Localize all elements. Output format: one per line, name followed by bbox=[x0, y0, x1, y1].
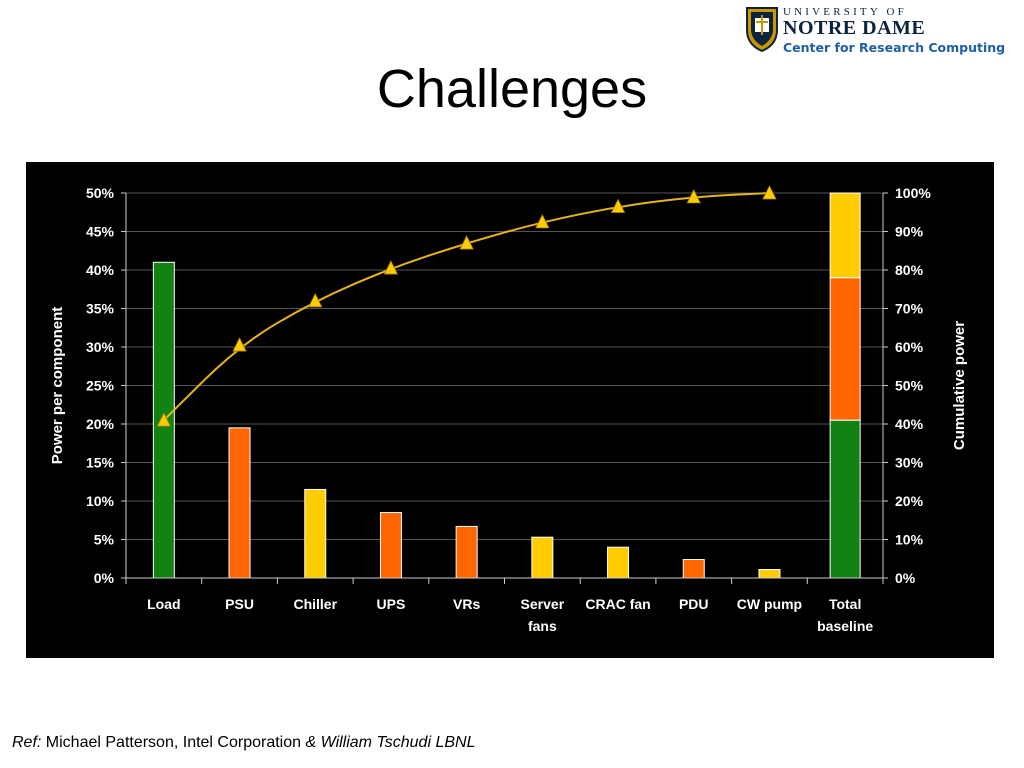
y-right-tick-label: 100% bbox=[895, 185, 931, 201]
y-left-tick-label: 5% bbox=[94, 532, 115, 548]
y-right-tick-label: 90% bbox=[895, 224, 924, 240]
logo-university-of: UNIVERSITY OF bbox=[783, 6, 907, 18]
y-right-axis-title: Cumulative power bbox=[951, 321, 968, 450]
x-tick-label: Server bbox=[521, 596, 565, 612]
ref-italic-tail: & William Tschudi LBNL bbox=[305, 734, 476, 751]
y-left-tick-label: 30% bbox=[86, 339, 115, 355]
reference-line: Ref: Michael Patterson, Intel Corporatio… bbox=[12, 734, 475, 752]
cumulative-marker bbox=[459, 235, 474, 250]
ref-text: Michael Patterson, Intel Corporation bbox=[41, 734, 306, 751]
y-right-tick-label: 0% bbox=[895, 570, 916, 586]
cumulative-marker bbox=[383, 260, 399, 275]
y-left-tick-label: 45% bbox=[86, 224, 115, 240]
x-tick-label: VRs bbox=[453, 596, 480, 612]
x-tick-label: CW pump bbox=[737, 596, 802, 612]
slide-title: Challenges bbox=[376, 59, 648, 119]
pareto-chart: 0% 5% 10% 15% 20% 25% 30% 35% 40% 45% 50% 0% 10% 20% 3… bbox=[26, 162, 994, 658]
y-right-tick-label: 80% bbox=[895, 262, 924, 278]
y-right-tick-label: 60% bbox=[895, 339, 924, 355]
cumulative-marker bbox=[232, 337, 247, 352]
y-right-tick-label: 20% bbox=[895, 493, 924, 509]
cumulative-marker bbox=[610, 198, 626, 213]
y-left-axis-title: Power per component bbox=[49, 307, 66, 465]
bar bbox=[228, 427, 251, 579]
axes: 0% 5% 10% 15% 20% 25% 30% 35% 40% 45% 50% 0% 10% 20% 3… bbox=[86, 185, 931, 634]
y-right-tick-label: 70% bbox=[895, 301, 924, 317]
notre-dame-logo: UNIVERSITY OF NOTRE DAME Center for Rese… bbox=[745, 6, 1017, 56]
y-left-tick-label: 25% bbox=[86, 378, 115, 394]
x-tick-label: Load bbox=[147, 596, 180, 612]
x-tick-label-line2: fans bbox=[528, 618, 557, 634]
shield-icon bbox=[746, 7, 778, 53]
cumulative-marker bbox=[308, 292, 323, 308]
cumulative-series bbox=[156, 185, 777, 427]
chart-panel: 0% 5% 10% 15% 20% 25% 30% 35% 40% 45% 50% 0% 10% 20% 3… bbox=[26, 162, 994, 658]
x-tick-label: Chiller bbox=[293, 596, 337, 612]
y-right-tick-label: 50% bbox=[895, 378, 924, 394]
bar bbox=[304, 488, 327, 579]
cumulative-line bbox=[163, 192, 770, 421]
x-tick-label: Total bbox=[829, 596, 861, 612]
y-left-tick-label: 40% bbox=[86, 262, 115, 278]
bar bbox=[379, 512, 402, 579]
ref-label: Ref: bbox=[12, 734, 42, 751]
y-left-tick-label: 50% bbox=[86, 185, 115, 201]
cumulative-marker bbox=[156, 412, 171, 427]
bar bbox=[758, 569, 781, 579]
y-left-tick-label: 10% bbox=[86, 493, 115, 509]
stack-segment bbox=[829, 419, 861, 579]
x-tick-label: CRAC fan bbox=[585, 596, 650, 612]
x-tick-label: PSU bbox=[225, 596, 254, 612]
y-right-tick-label: 30% bbox=[895, 455, 924, 471]
bar bbox=[682, 559, 705, 579]
bar bbox=[455, 525, 478, 579]
y-right-tick-label: 10% bbox=[895, 532, 924, 548]
x-tick-label: UPS bbox=[377, 596, 406, 612]
cumulative-marker bbox=[686, 188, 701, 204]
cumulative-marker bbox=[535, 213, 550, 229]
bar bbox=[531, 536, 554, 579]
cumulative-marker bbox=[762, 185, 777, 200]
y-left-tick-label: 35% bbox=[86, 301, 115, 317]
stack-segment bbox=[829, 192, 861, 279]
y-right-tick-label: 40% bbox=[895, 416, 924, 432]
y-left-tick-label: 0% bbox=[94, 570, 115, 586]
y-left-tick-label: 15% bbox=[86, 455, 115, 471]
logo-center-name: Center for Research Computing bbox=[783, 40, 1006, 55]
x-tick-label-line2: baseline bbox=[817, 618, 873, 634]
logo-notre-dame: NOTRE DAME bbox=[783, 17, 926, 39]
axis-labels: Power per component Cumulative power bbox=[49, 307, 968, 465]
y-left-tick-label: 20% bbox=[86, 416, 115, 432]
bar bbox=[607, 546, 630, 579]
stack-segment bbox=[829, 277, 861, 421]
x-tick-label: PDU bbox=[679, 596, 709, 612]
total-baseline-stack bbox=[829, 192, 861, 579]
